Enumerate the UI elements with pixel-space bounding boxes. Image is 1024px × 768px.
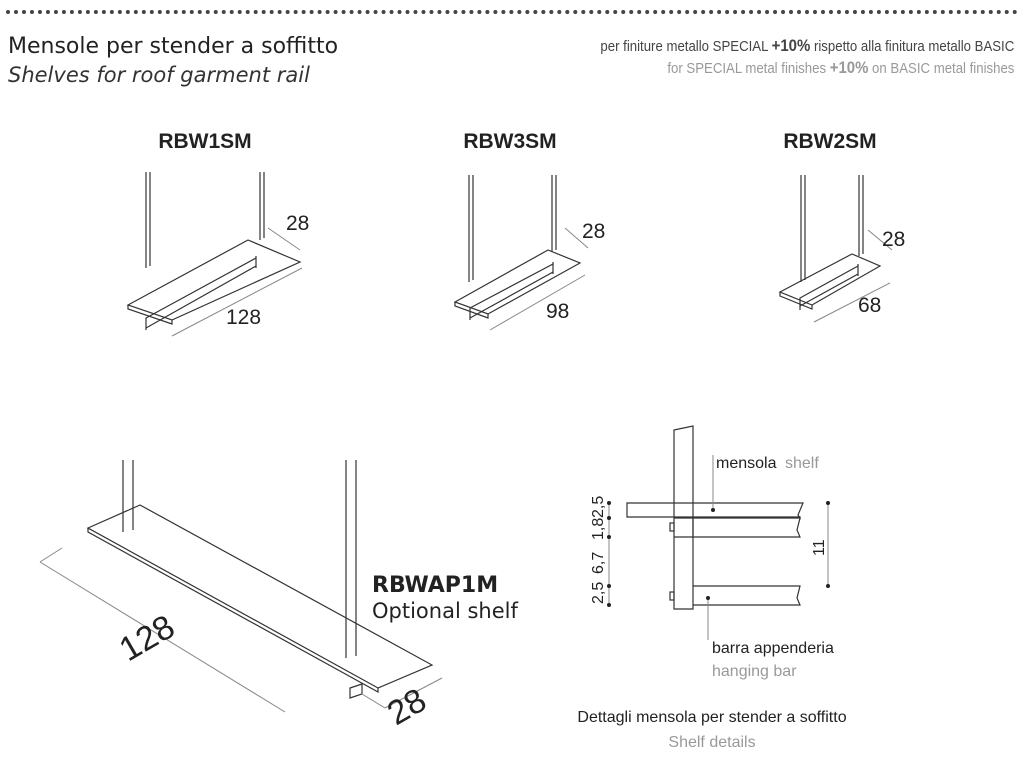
optional-shelf-drawing: 128 28 RBWAP1M Optional shelf [39, 460, 518, 733]
length-label: 98 [546, 300, 569, 323]
shelf-label-it: mensola [716, 455, 777, 472]
dim-bar: 2,5 [590, 582, 607, 604]
finish-note-en: for SPECIAL metal finishes +10% on BASIC… [666, 58, 1014, 77]
product-code: RBW1SM [158, 130, 251, 153]
dim-gap: 6,7 [590, 552, 607, 574]
shelf-label-en: shelf [785, 455, 819, 472]
dotted-divider [6, 10, 1018, 18]
page-title: Mensole per stender a soffitto [8, 34, 339, 59]
length-label: 128 [226, 306, 261, 329]
optional-depth-label: 28 [381, 681, 433, 733]
dim-upper-bar: 1,8 [590, 518, 607, 540]
product-rbw1sm: RBW1SM 28 128 [126, 130, 309, 337]
product-rbw3sm: RBW3SM 28 98 [453, 130, 605, 331]
depth-label: 28 [286, 212, 309, 235]
bar-label-it: barra appenderia [712, 640, 834, 657]
optional-label: Optional shelf [372, 599, 518, 623]
dim-shelf: 2,5 [590, 496, 607, 518]
optional-code: RBWAP1M [372, 573, 498, 598]
detail-caption-en: Shelf details [668, 734, 755, 751]
product-rbw2sm: RBW2SM 28 68 [778, 130, 905, 323]
depth-label: 28 [582, 220, 605, 243]
shelf-detail-drawing: 2,5 6,7 1,8 2,5 11 mensola shelf barra a… [577, 425, 847, 751]
dim-height: 11 [811, 539, 828, 556]
length-label: 68 [858, 294, 881, 317]
finish-note-it: per finiture metallo SPECIAL +10% rispet… [600, 36, 1014, 55]
detail-caption-it: Dettagli mensola per stender a soffitto [577, 709, 846, 726]
page-subtitle: Shelves for roof garment rail [8, 63, 310, 87]
bar-label-en: hanging bar [712, 663, 797, 680]
optional-length-label: 128 [113, 608, 181, 669]
product-code: RBW2SM [783, 130, 876, 153]
product-code: RBW3SM [463, 130, 556, 153]
depth-label: 28 [882, 228, 905, 251]
